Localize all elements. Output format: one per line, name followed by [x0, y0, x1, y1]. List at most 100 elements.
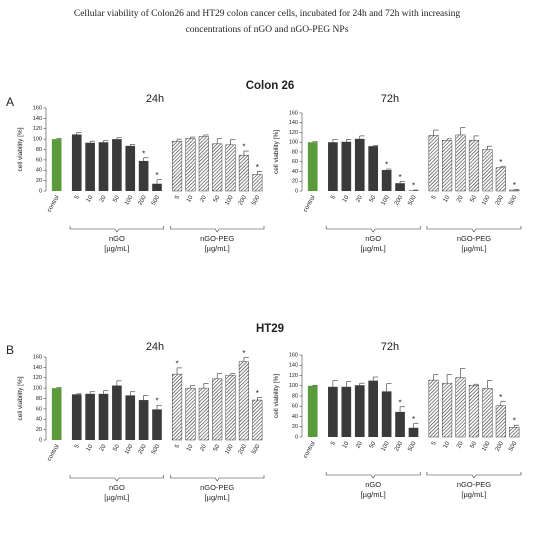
group-bracket: [170, 226, 265, 233]
y-tick-label: 140: [289, 120, 298, 126]
x-tick-label: 50: [112, 194, 121, 203]
bar: [212, 378, 223, 441]
x-tick-label: 50: [369, 194, 378, 203]
x-tick-label: 20: [355, 194, 364, 203]
bar: [238, 154, 250, 192]
y-tick-label: 80: [36, 147, 42, 153]
bar: [482, 388, 493, 438]
x-tick-label: 50: [369, 440, 378, 449]
x-tick-label: 100: [224, 443, 235, 455]
group-label: nGO-PEG: [457, 234, 491, 243]
x-tick-label: 100: [124, 443, 135, 455]
x-tick-label: 100: [124, 194, 135, 206]
significance-marker: *: [142, 149, 145, 158]
group-bracket: [69, 226, 164, 233]
bar: [138, 160, 149, 191]
x-tick-label: 5: [330, 194, 337, 200]
group-bracket: [325, 472, 421, 479]
y-tick-label: 140: [33, 116, 42, 122]
y-tick-label: 120: [289, 373, 298, 379]
x-tick-label: 500: [407, 440, 418, 452]
y-tick-label: 40: [292, 169, 298, 175]
significance-marker: *: [155, 171, 158, 180]
significance-marker: *: [499, 158, 502, 167]
x-tick-label: 10: [342, 440, 351, 449]
significance-marker: *: [256, 163, 259, 172]
group-bracket: [426, 226, 522, 233]
y-axis-label: cell viability [%]: [273, 130, 280, 174]
bar: [408, 427, 419, 437]
bar: [442, 382, 453, 438]
bar: [71, 394, 82, 440]
y-tick-label: 60: [36, 406, 42, 412]
section-title: HT29: [256, 323, 284, 335]
group-unit: [µg/mL]: [104, 244, 129, 253]
bar: [368, 380, 379, 437]
y-tick-label: 120: [33, 375, 42, 381]
bar: [381, 391, 392, 437]
y-tick-label: 160: [289, 110, 298, 116]
y-tick-label: 0: [39, 188, 42, 194]
y-tick-label: 100: [33, 137, 42, 143]
x-tick-label: 100: [381, 440, 392, 452]
bar: [341, 386, 352, 437]
x-tick-label: control: [303, 441, 317, 460]
y-tick-label: 80: [36, 396, 42, 402]
y-tick-label: 100: [289, 140, 298, 146]
y-tick-label: 120: [289, 130, 298, 136]
chart-title: 24h: [146, 341, 164, 353]
x-tick-label: 50: [112, 443, 121, 452]
y-tick-label: 60: [292, 404, 298, 410]
y-tick-label: 80: [292, 393, 298, 399]
bar: [368, 146, 379, 191]
x-tick-label: 500: [407, 194, 418, 206]
bar: [509, 189, 520, 192]
bar: [252, 174, 263, 192]
bar: [225, 144, 236, 192]
y-tick-label: 60: [36, 157, 42, 163]
bar: [354, 385, 365, 437]
figure-title: Cellular viability of Colon26 and HT29 c…: [73, 9, 461, 35]
x-tick-label: 5: [431, 440, 438, 446]
x-tick-label: 200: [138, 443, 149, 455]
chart-title: 72h: [381, 341, 399, 353]
x-tick-label: 5: [330, 440, 337, 446]
significance-marker: *: [499, 393, 502, 402]
group-label: nGO-PEG: [200, 234, 234, 243]
significance-marker: *: [242, 143, 245, 152]
group-label: nGO: [365, 480, 381, 489]
x-tick-label: 10: [86, 194, 95, 203]
x-tick-label: 20: [199, 443, 208, 452]
x-tick-label: 20: [199, 194, 208, 203]
x-tick-label: 10: [443, 440, 452, 449]
x-tick-label: 500: [251, 443, 262, 455]
x-tick-label: 200: [394, 194, 405, 206]
x-tick-label: 20: [456, 440, 465, 449]
x-tick-label: 200: [238, 194, 249, 206]
section-title: Colon 26: [246, 80, 295, 92]
significance-marker: *: [176, 359, 179, 368]
significance-marker: *: [412, 182, 415, 191]
group-unit: [µg/mL]: [361, 244, 386, 253]
bar: [185, 387, 196, 441]
group-bracket: [69, 475, 164, 482]
x-tick-label: 500: [151, 443, 162, 455]
group-bracket: [170, 475, 265, 482]
bar: [85, 393, 95, 440]
x-tick-label: 200: [238, 443, 249, 455]
y-tick-label: 80: [292, 149, 298, 155]
bar: [198, 136, 209, 192]
group-label: nGO-PEG: [457, 480, 491, 489]
y-tick-label: 140: [33, 365, 42, 371]
bar: [328, 142, 338, 191]
bar: [442, 140, 453, 192]
x-tick-label: 10: [186, 443, 195, 452]
x-tick-label: 200: [138, 194, 149, 206]
bar: [395, 411, 405, 437]
y-tick-label: 20: [292, 179, 298, 185]
x-tick-label: 5: [74, 194, 81, 200]
bar: [495, 405, 506, 438]
x-tick-label: 10: [443, 194, 452, 203]
x-tick-label: 10: [86, 443, 95, 452]
